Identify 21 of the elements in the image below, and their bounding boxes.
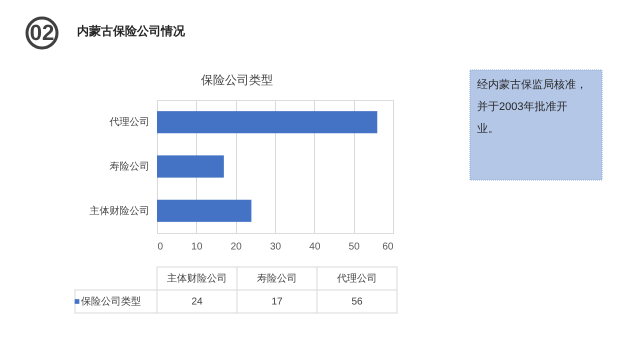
x-tick-label: 60 — [382, 242, 394, 252]
y-tick-label: 寿险公司 — [110, 160, 150, 172]
y-tick-label: 代理公司 — [108, 116, 150, 128]
data-label: 24 — [191, 296, 203, 308]
x-tick-label: 10 — [191, 242, 203, 252]
y-tick-label: 主体财险公司 — [90, 204, 150, 217]
data-label: 17 — [271, 296, 283, 308]
data-label: 56 — [351, 296, 363, 308]
text: 02 — [30, 20, 54, 45]
chart-title: 保险公司类型 — [201, 73, 273, 87]
category-label: 寿险公司 — [257, 272, 297, 284]
x-tick-label: 0 — [158, 242, 164, 252]
x-tick-label: 20 — [230, 242, 242, 252]
legend-label: 保险公司类型 — [81, 296, 141, 308]
x-tick-label: 40 — [309, 242, 321, 252]
category-label: 主体财险公司 — [167, 272, 227, 284]
category-label: 代理公司 — [336, 272, 377, 284]
text: 内蒙古保险公司情况 — [77, 24, 186, 38]
x-tick-label: 50 — [348, 242, 360, 252]
text: 经内蒙古保监局核准，并于2003年批准开业。 — [477, 78, 587, 135]
x-tick-label: 30 — [270, 242, 282, 252]
